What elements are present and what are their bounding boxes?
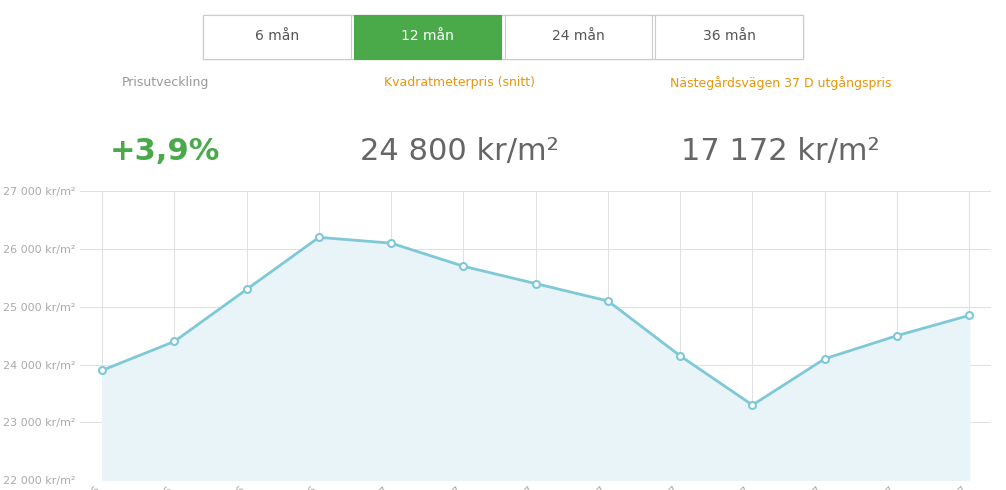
Text: 24 mån: 24 mån <box>552 29 605 43</box>
FancyBboxPatch shape <box>202 15 803 59</box>
Text: Kvadratmeterpris (snitt): Kvadratmeterpris (snitt) <box>384 76 535 89</box>
FancyBboxPatch shape <box>656 15 803 59</box>
Text: 17 172 kr/m²: 17 172 kr/m² <box>681 137 880 166</box>
FancyBboxPatch shape <box>354 15 501 59</box>
Text: 12 mån: 12 mån <box>401 29 454 43</box>
Text: Nästegårdsvägen 37 D utgångspris: Nästegårdsvägen 37 D utgångspris <box>670 76 891 90</box>
Text: 24 800 kr/m²: 24 800 kr/m² <box>360 137 559 166</box>
Text: +3,9%: +3,9% <box>110 137 220 166</box>
FancyBboxPatch shape <box>504 15 652 59</box>
Text: Prisutveckling: Prisutveckling <box>122 76 208 89</box>
FancyBboxPatch shape <box>202 15 350 59</box>
Text: 36 mån: 36 mån <box>703 29 756 43</box>
Text: 6 mån: 6 mån <box>255 29 299 43</box>
